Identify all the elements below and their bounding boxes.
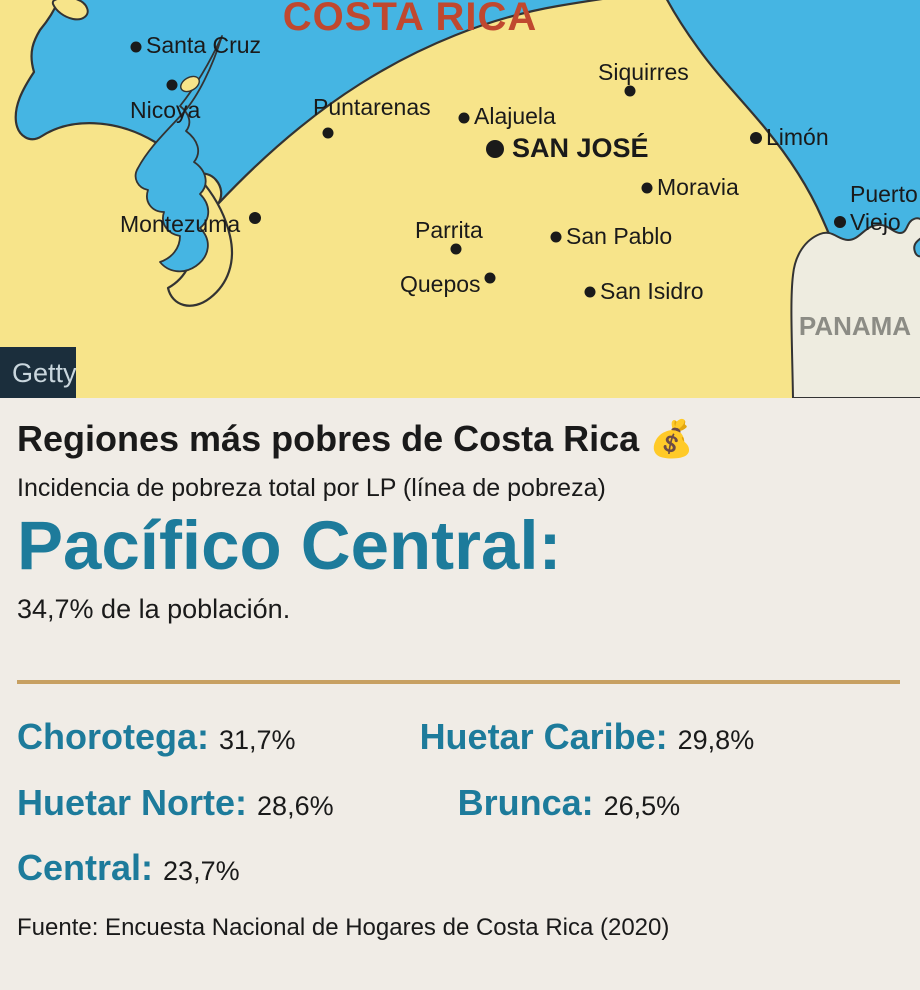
svg-text:Quepos: Quepos <box>400 271 481 297</box>
svg-text:Viejo: Viejo <box>850 209 901 235</box>
svg-text:Puerto: Puerto <box>850 181 918 207</box>
svg-text:Moravia: Moravia <box>657 174 739 200</box>
svg-text:Siquirres: Siquirres <box>598 59 689 85</box>
svg-text:Parrita: Parrita <box>415 217 483 243</box>
svg-text:Montezuma: Montezuma <box>120 211 240 237</box>
svg-text:Puntarenas: Puntarenas <box>313 94 431 120</box>
svg-text:San Isidro: San Isidro <box>600 278 704 304</box>
svg-text:COSTA RICA: COSTA RICA <box>283 0 537 39</box>
svg-text:Santa Cruz: Santa Cruz <box>146 32 261 58</box>
svg-text:San Pablo: San Pablo <box>566 223 672 249</box>
svg-text:Getty: Getty <box>12 358 77 388</box>
svg-text:Alajuela: Alajuela <box>474 103 556 129</box>
svg-text:PANAMA: PANAMA <box>799 311 911 341</box>
svg-text:SAN JOSÉ: SAN JOSÉ <box>512 132 649 163</box>
svg-text:Nicoya: Nicoya <box>130 97 201 123</box>
svg-text:Limón: Limón <box>766 124 829 150</box>
